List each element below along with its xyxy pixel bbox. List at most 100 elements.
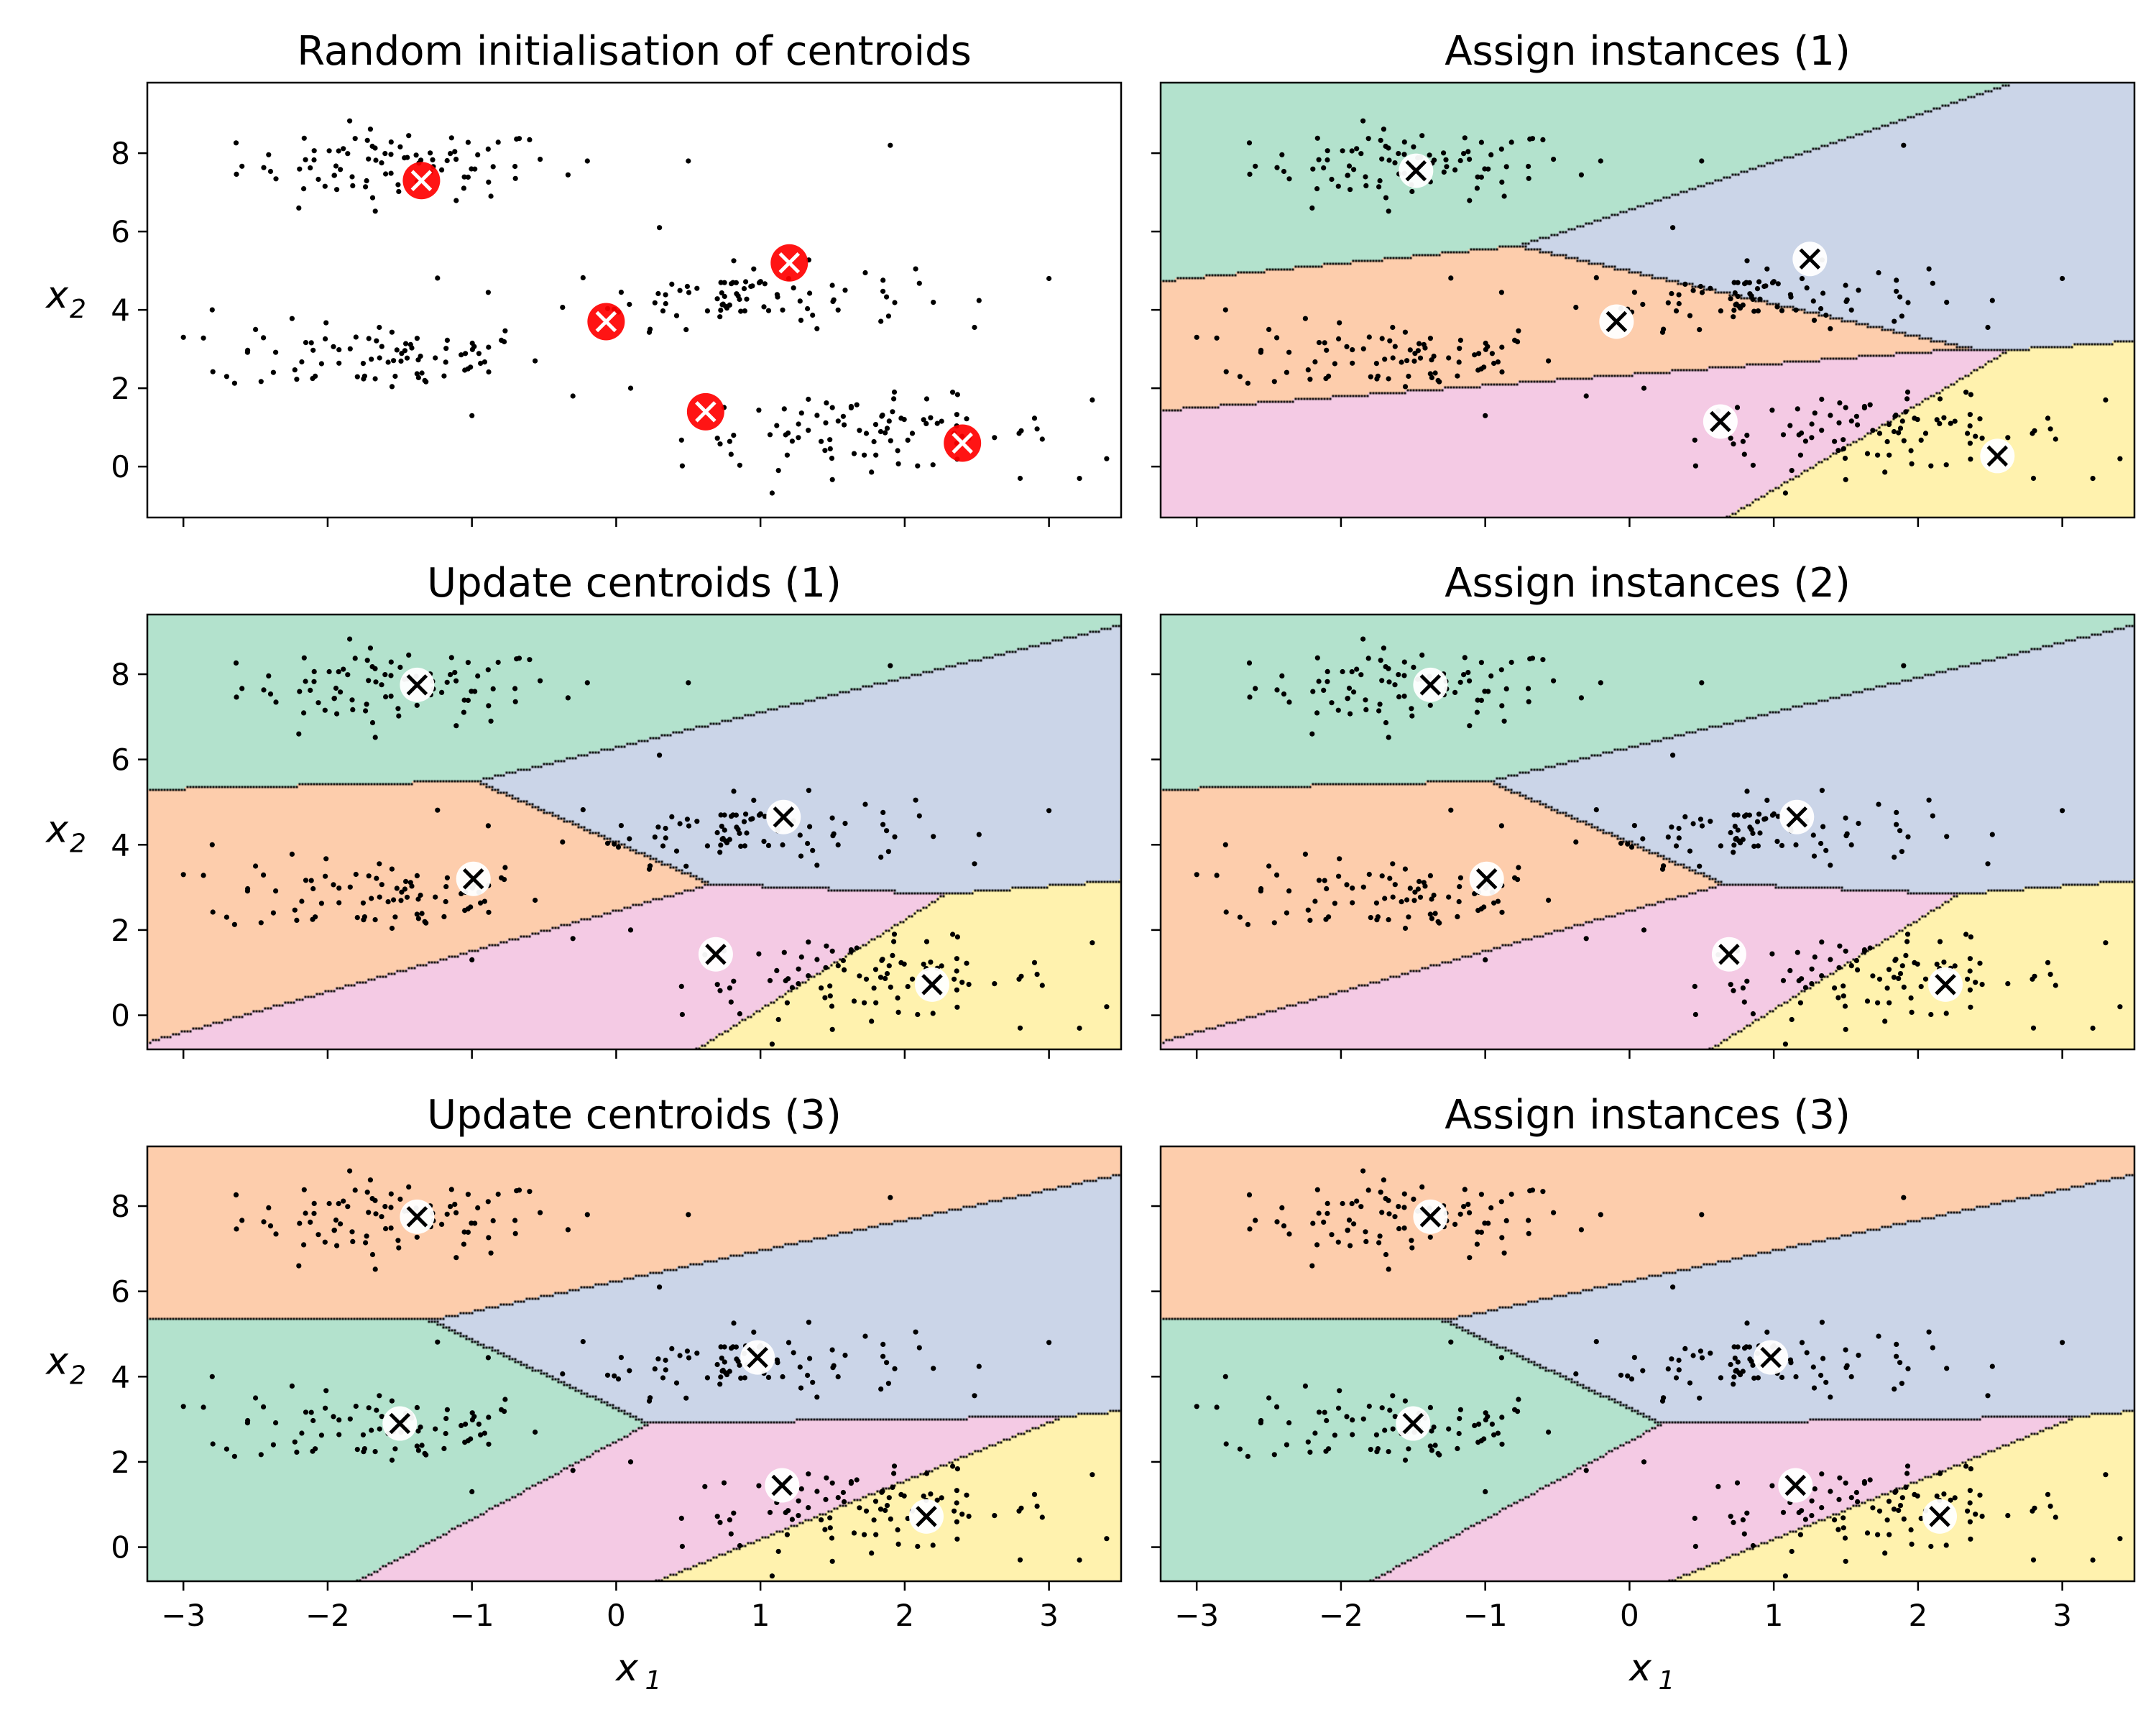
data-point — [1375, 373, 1381, 379]
data-point — [1039, 1514, 1045, 1520]
data-point — [1387, 338, 1393, 344]
data-point — [379, 682, 384, 688]
data-point — [1848, 418, 1854, 424]
data-point — [1386, 735, 1391, 740]
data-point — [1740, 438, 1746, 444]
data-point — [448, 1204, 453, 1210]
data-point — [1828, 862, 1833, 868]
data-point — [1077, 476, 1082, 482]
data-point — [347, 118, 353, 124]
data-point — [1427, 873, 1433, 878]
data-point — [1309, 205, 1315, 211]
data-point — [311, 1210, 317, 1216]
data-point — [369, 1196, 375, 1202]
data-point — [516, 1187, 522, 1193]
data-point — [1526, 1218, 1531, 1223]
data-point — [1366, 334, 1372, 340]
data-point — [1578, 172, 1584, 178]
data-point — [1314, 710, 1320, 716]
data-point — [916, 1345, 922, 1351]
data-point — [1499, 703, 1505, 709]
data-point — [807, 290, 813, 296]
data-point — [679, 1011, 686, 1018]
data-point — [733, 280, 739, 285]
data-point — [301, 710, 307, 716]
data-point — [1427, 702, 1433, 708]
data-point — [444, 875, 451, 880]
data-point — [1354, 1198, 1360, 1204]
data-point — [1731, 314, 1736, 320]
data-point — [1360, 1416, 1366, 1422]
data-point — [694, 1351, 700, 1356]
data-point — [742, 1375, 747, 1381]
data-point — [878, 1386, 884, 1392]
data-point — [2103, 397, 2109, 403]
data-point — [1529, 1187, 1536, 1193]
data-point — [1350, 1417, 1355, 1423]
data-point — [1246, 1192, 1253, 1197]
data-point — [1899, 313, 1904, 319]
data-point — [1763, 283, 1769, 289]
data-point — [780, 842, 786, 848]
data-point — [1472, 1422, 1478, 1428]
data-point — [1934, 961, 1940, 967]
data-point — [1901, 1516, 1907, 1522]
data-point — [1740, 1517, 1746, 1523]
data-point — [1937, 1471, 1943, 1476]
x-tick-label: −2 — [1319, 1598, 1363, 1633]
data-point — [765, 1374, 772, 1380]
data-point — [1396, 151, 1401, 157]
data-point — [270, 369, 276, 375]
data-point — [270, 910, 276, 916]
data-point — [1779, 1374, 1785, 1380]
data-points — [180, 118, 1110, 496]
data-point — [1734, 1480, 1741, 1486]
data-point — [1728, 1361, 1733, 1368]
data-point — [459, 891, 464, 896]
data-point — [472, 1220, 478, 1226]
axes-frame — [1159, 81, 2136, 519]
y-tick-label: 2 — [111, 1445, 130, 1480]
data-point — [1417, 894, 1424, 900]
data-point — [1498, 146, 1504, 152]
y-tick-label: 0 — [111, 449, 130, 484]
data-point — [294, 917, 300, 923]
data-point — [461, 1229, 467, 1235]
data-point — [352, 1187, 358, 1193]
data-point — [1741, 451, 1747, 457]
data-point — [1804, 1350, 1810, 1356]
data-point — [379, 882, 384, 888]
data-point — [1402, 1457, 1409, 1463]
data-point — [1692, 1515, 1697, 1521]
data-point — [389, 329, 395, 335]
data-point — [842, 821, 848, 827]
data-point — [1237, 1446, 1243, 1452]
data-point — [1431, 892, 1437, 898]
data-point — [388, 1191, 394, 1197]
data-point — [890, 952, 895, 958]
data-point — [1365, 136, 1371, 142]
data-point — [1731, 842, 1737, 848]
data-point — [486, 369, 492, 375]
data-point — [301, 1242, 307, 1248]
data-point — [533, 358, 538, 364]
data-point — [1896, 975, 1902, 981]
data-point — [1757, 830, 1763, 836]
data-point — [1322, 1409, 1327, 1415]
data-point — [814, 1489, 820, 1494]
data-point — [888, 1516, 893, 1522]
data-point — [806, 973, 811, 979]
data-point — [939, 418, 944, 424]
data-point — [1392, 682, 1398, 688]
data-point — [350, 707, 356, 713]
data-point — [462, 908, 468, 914]
data-point — [1223, 909, 1229, 915]
data-point — [1697, 816, 1703, 822]
data-point — [880, 1341, 886, 1347]
data-point — [1828, 957, 1833, 962]
data-point — [1499, 1414, 1505, 1420]
data-point — [2030, 1557, 2037, 1563]
data-point — [1731, 988, 1736, 993]
data-point — [1769, 280, 1776, 285]
